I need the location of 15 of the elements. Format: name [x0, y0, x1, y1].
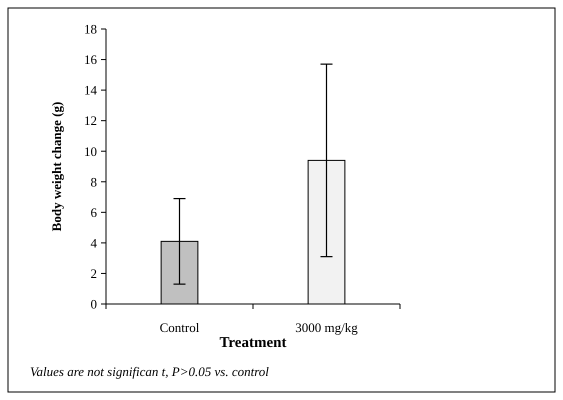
x-tick-label: Control	[160, 320, 200, 335]
x-axis-title: Treatment	[220, 335, 286, 351]
y-tick-label: 0	[90, 296, 97, 312]
y-tick-label: 10	[84, 144, 97, 159]
y-tick-label: 18	[84, 22, 97, 37]
y-tick-label: 12	[84, 113, 97, 128]
y-tick-label: 4	[90, 235, 98, 250]
y-tick-label: 14	[84, 82, 98, 98]
y-axis-title: Body weight change (g)	[49, 102, 64, 232]
text: Values are not significan t, P>0.05 vs. control	[30, 364, 270, 379]
y-tick-label: 8	[90, 174, 97, 190]
y-tick-label: 6	[90, 204, 98, 220]
y-tick-label: 16	[84, 52, 98, 68]
y-tick-label: 2	[90, 266, 97, 281]
x-tick-label: 3000 mg/kg	[295, 320, 358, 335]
